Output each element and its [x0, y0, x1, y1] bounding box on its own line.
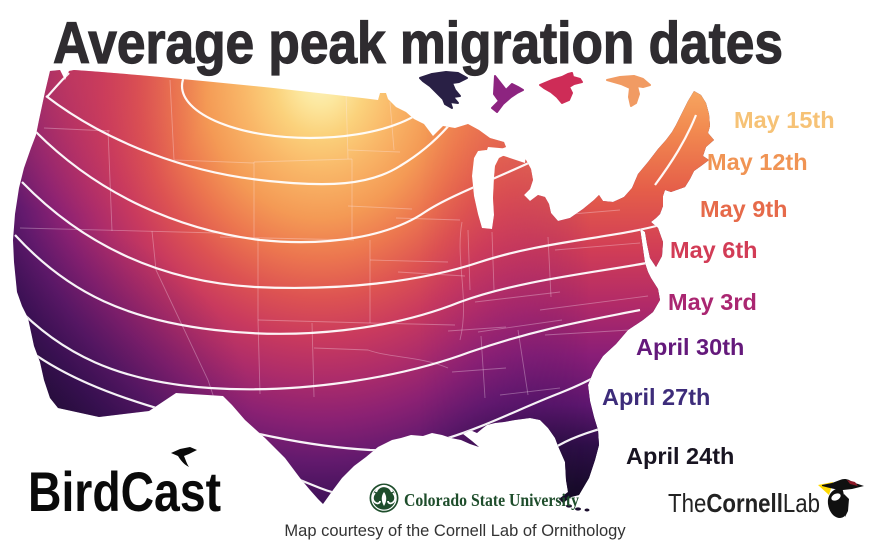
svg-text:April 27th: April 27th	[602, 384, 710, 410]
svg-text:TheCornellLab: TheCornellLab	[668, 488, 820, 518]
svg-text:Colorado State University: Colorado State University	[404, 490, 579, 510]
svg-text:April 30th: April 30th	[636, 334, 744, 360]
svg-text:May 3rd: May 3rd	[668, 289, 757, 315]
svg-text:Map courtesy of the Cornell La: Map courtesy of the Cornell Lab of Ornit…	[284, 522, 626, 540]
svg-text:May 12th: May 12th	[707, 149, 808, 175]
svg-text:May 15th: May 15th	[734, 107, 835, 133]
svg-text:Average peak migration dates: Average peak migration dates	[53, 11, 783, 76]
svg-text:May 9th: May 9th	[700, 196, 788, 222]
svg-text:BirdCast: BirdCast	[28, 460, 221, 523]
svg-text:April 24th: April 24th	[626, 443, 734, 469]
svg-text:May 6th: May 6th	[670, 237, 758, 263]
